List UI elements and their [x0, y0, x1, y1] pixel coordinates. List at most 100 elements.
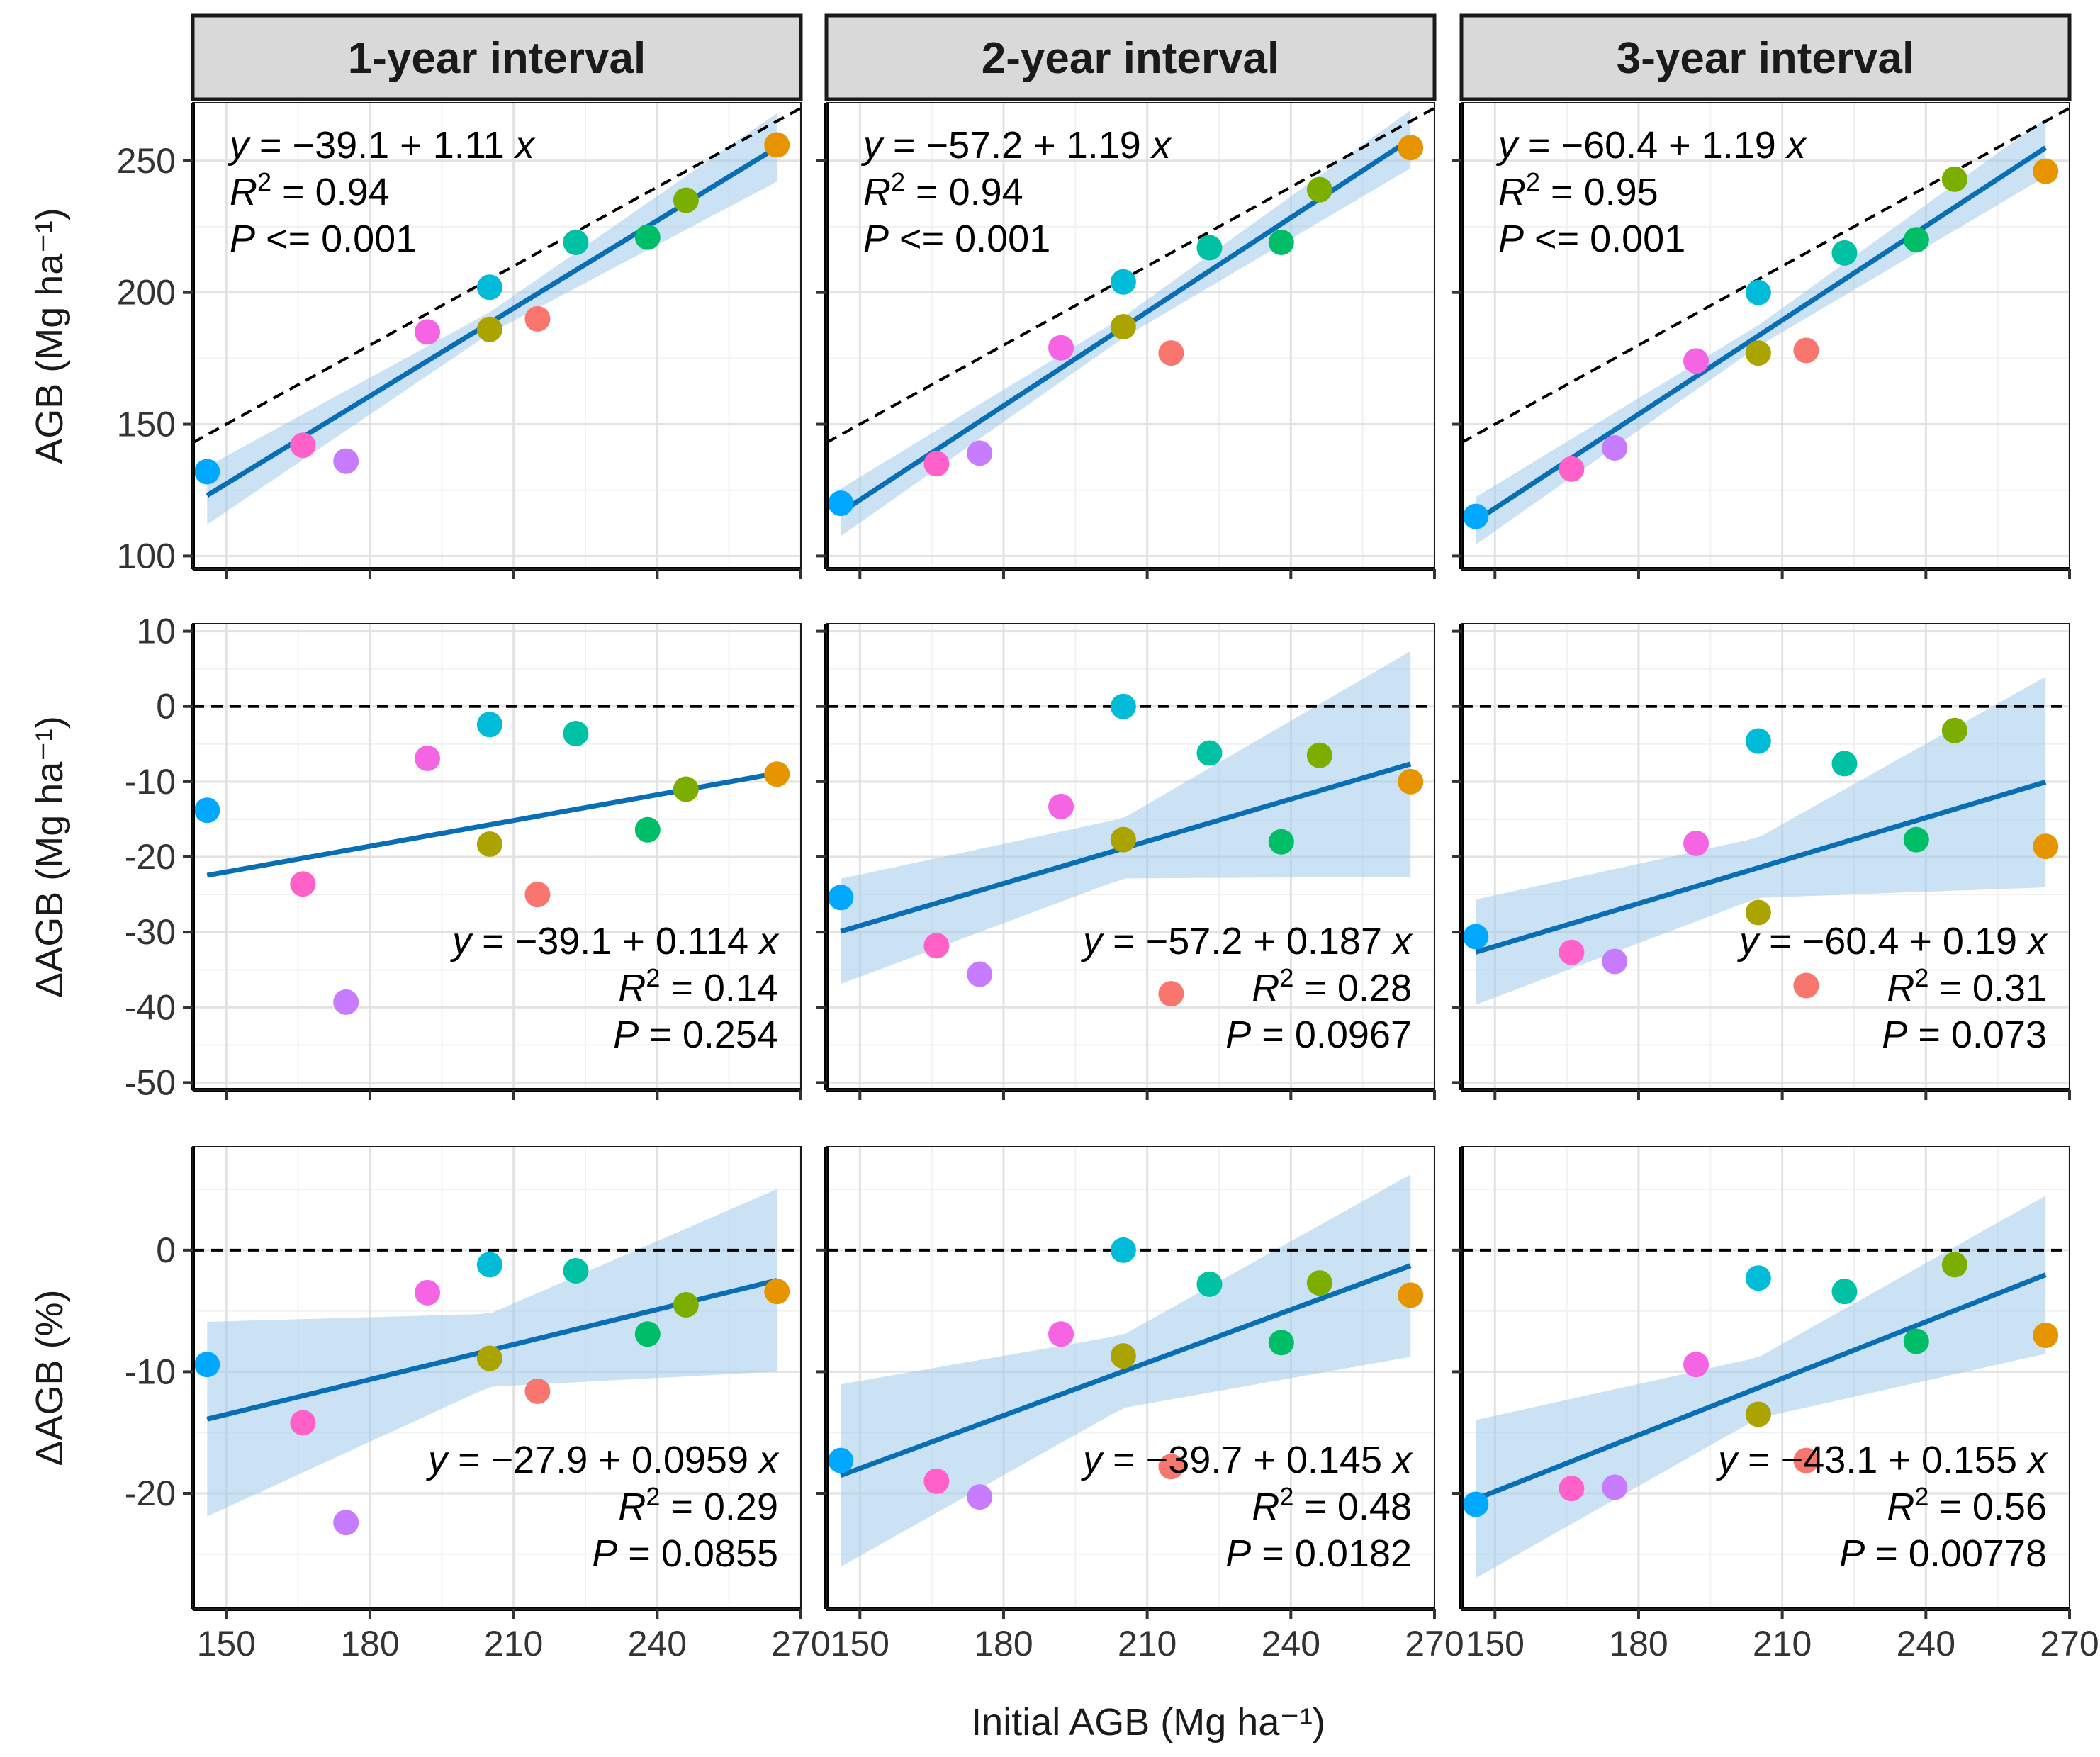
x-tick-label: 180	[1609, 1624, 1668, 1663]
data-point	[1306, 1270, 1332, 1296]
data-point	[967, 440, 993, 466]
y-tick-label: 10	[136, 612, 176, 651]
equation-annotation: y = −39.1 + 1.11 xR2 = 0.94P <= 0.001	[227, 124, 536, 260]
r-squared-value: = 0.31	[1928, 967, 2047, 1009]
r-squared-value: = 0.95	[1540, 171, 1658, 213]
panel-plot-area	[193, 624, 801, 1090]
data-point	[764, 761, 790, 787]
data-point	[1158, 1454, 1184, 1480]
r-squared-value: = 0.94	[271, 171, 390, 213]
r-squared-value: = 0.56	[1928, 1486, 2047, 1528]
data-point	[1463, 503, 1489, 529]
data-point	[1831, 240, 1858, 266]
regression-line	[1475, 780, 2047, 955]
data-point	[333, 989, 359, 1015]
r-squared-text: R2 = 0.94	[863, 167, 1023, 214]
p-value: <= 0.001	[255, 218, 417, 260]
y-tick-label: -10	[125, 1352, 176, 1391]
data-point	[1602, 948, 1628, 975]
panel-plot-area	[826, 1147, 1434, 1609]
equation-text: y = −39.1 + 0.114 x	[449, 920, 780, 962]
data-point	[476, 274, 502, 301]
data-point	[1559, 939, 1585, 965]
equation-body: = −57.2 + 0.187	[1102, 920, 1393, 962]
equation-annotation: y = −60.4 + 1.19 xR2 = 0.95P <= 0.001	[1495, 124, 1807, 260]
data-point	[1110, 269, 1136, 295]
p-value-text: P = 0.0182	[1225, 1532, 1412, 1575]
p-value: = 0.0182	[1251, 1532, 1412, 1575]
panel-r1-c2: y = −57.2 + 1.19 xR2 = 0.94P <= 0.001	[816, 102, 1436, 579]
data-point	[1559, 1476, 1585, 1502]
panel-r1-c3: y = −60.4 + 1.19 xR2 = 0.95P <= 0.001	[1452, 102, 2071, 579]
data-point	[1941, 166, 1967, 192]
p-symbol: P	[592, 1532, 617, 1575]
equation-annotation: y = −39.1 + 0.114 xR2 = 0.14P = 0.254	[449, 920, 780, 1056]
r-exponent: 2	[1526, 167, 1540, 196]
data-point	[1110, 1237, 1136, 1263]
y-tick-label: -50	[125, 1062, 176, 1102]
data-point	[333, 448, 359, 474]
p-symbol: P	[1882, 1014, 1907, 1056]
r-squared-text: R2 = 0.29	[618, 1482, 778, 1529]
r-squared-value: = 0.14	[660, 967, 778, 1009]
equation-y-symbol: y	[227, 124, 251, 167]
data-point	[764, 132, 790, 158]
equation-y-symbol: y	[860, 124, 885, 167]
r-symbol: R	[230, 171, 257, 213]
equation-x-symbol: x	[757, 1439, 780, 1481]
data-point	[1602, 434, 1628, 461]
r-symbol: R	[618, 967, 646, 1009]
x-tick-label: 240	[1262, 1624, 1320, 1663]
data-point	[1745, 728, 1771, 754]
r-squared-text: R2 = 0.48	[1252, 1482, 1412, 1529]
data-point	[764, 1279, 790, 1305]
x-tick-label: 270	[2040, 1624, 2099, 1663]
x-tick-label: 240	[1897, 1624, 1955, 1663]
data-point	[1110, 313, 1136, 339]
r-squared-text: R2 = 0.56	[1887, 1482, 2047, 1529]
x-tick-label: 180	[974, 1624, 1033, 1663]
r-squared-text: R2 = 0.95	[1498, 167, 1658, 214]
p-value: <= 0.001	[1524, 218, 1685, 260]
r-exponent: 2	[646, 1482, 660, 1511]
regression-line	[1474, 1272, 2047, 1502]
equation-annotation: y = −60.4 + 0.19 xR2 = 0.31P = 0.073	[1736, 920, 2048, 1056]
equation-annotation: y = −57.2 + 0.187 xR2 = 0.28P = 0.0967	[1080, 920, 1413, 1056]
panel-r2-c2: y = −57.2 + 0.187 xR2 = 0.28P = 0.0967	[816, 623, 1436, 1100]
equation-body: = −57.2 + 1.19	[882, 124, 1152, 167]
equation-annotation: y = −43.1 + 0.155 xR2 = 0.56P = 0.00778	[1715, 1439, 2048, 1575]
y-axis-title-row-3: ΔAGB (%)	[28, 1289, 71, 1466]
r-symbol: R	[1887, 967, 1914, 1009]
p-value: = 0.073	[1907, 1014, 2047, 1056]
data-point	[415, 319, 441, 345]
panel-plot-area	[1461, 103, 2070, 569]
data-point	[524, 882, 551, 908]
r-symbol: R	[863, 171, 891, 213]
panel-plot-area	[1461, 1147, 2070, 1609]
equation-body: = −39.7 + 0.145	[1102, 1439, 1393, 1481]
p-value-text: P <= 0.001	[863, 218, 1050, 260]
facet-strip-3: 3-year interval	[1459, 13, 2072, 101]
p-symbol: P	[1225, 1014, 1251, 1056]
data-point	[476, 831, 502, 857]
data-point	[1158, 981, 1184, 1007]
one-to-one-line	[1461, 106, 2070, 444]
data-point	[828, 490, 854, 517]
panel-r3-c2: y = −39.7 + 0.145 xR2 = 0.48P = 0.018215…	[816, 1146, 1464, 1663]
facet-strip-label: 2-year interval	[982, 34, 1279, 83]
equation-body: = −39.1 + 0.114	[471, 920, 759, 962]
data-point	[563, 720, 589, 746]
data-point	[1745, 340, 1771, 366]
panel-border	[192, 1146, 802, 1610]
p-symbol: P	[1225, 1532, 1251, 1575]
equation-annotation: y = −39.7 + 0.145 xR2 = 0.48P = 0.0182	[1080, 1439, 1413, 1575]
y-tick-label: 0	[156, 687, 176, 726]
data-point	[967, 961, 993, 987]
r-exponent: 2	[257, 167, 271, 196]
y-tick-label: -20	[125, 837, 176, 877]
data-point	[2033, 833, 2059, 860]
data-point	[1745, 899, 1771, 926]
p-value-text: P = 0.00778	[1839, 1532, 2047, 1575]
panel-plot-area	[1461, 624, 2070, 1090]
equation-x-symbol: x	[1785, 124, 1807, 167]
